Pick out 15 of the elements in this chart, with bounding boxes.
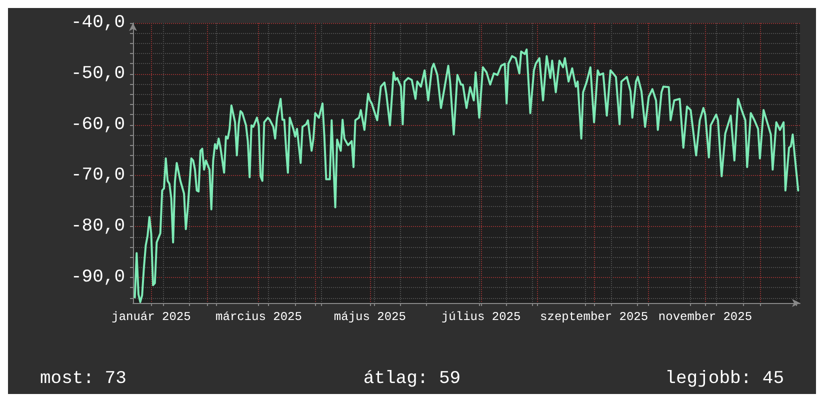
x-tick-label: július 2025: [441, 310, 521, 324]
x-tick-label: március 2025: [216, 310, 302, 324]
y-tick-label: -60,0: [70, 114, 125, 135]
x-tick-label: január 2025: [112, 310, 191, 324]
y-tick-label: -90,0: [70, 268, 125, 288]
x-tick-label: november 2025: [658, 310, 752, 324]
text: most: 73: [40, 369, 126, 389]
y-tick-label: -70,0: [70, 166, 125, 186]
y-tick-label: -50,0: [70, 64, 125, 84]
x-tick-label: szeptember 2025: [540, 310, 648, 324]
text: legjobb: 45: [665, 369, 784, 389]
y-tick-label: -40,0: [70, 13, 125, 33]
text: átlag: 59: [363, 369, 461, 389]
x-tick-label: május 2025: [334, 310, 406, 324]
y-tick-label: -80,0: [70, 216, 125, 237]
